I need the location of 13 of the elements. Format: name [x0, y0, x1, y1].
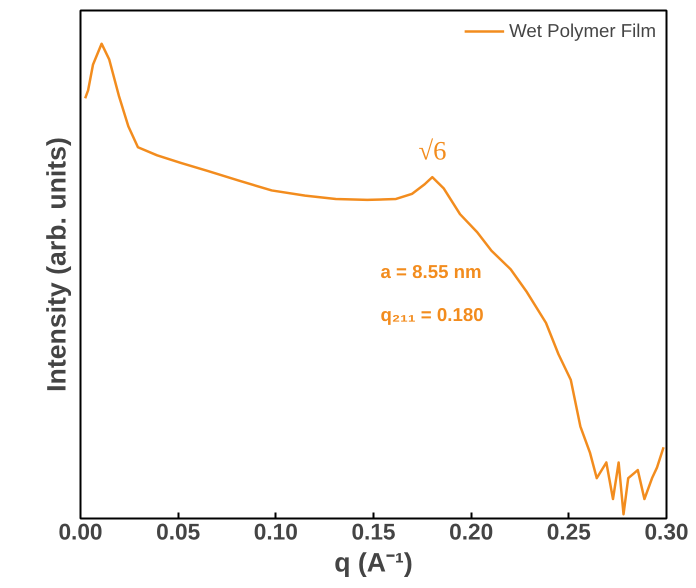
annotation: √6 — [418, 136, 446, 166]
annotation: a = 8.55 nm — [380, 261, 482, 282]
x-tick-label: 0.00 — [58, 518, 103, 544]
y-axis-title: Intensity (arb. units) — [42, 137, 72, 392]
x-tick-label: 0.25 — [546, 518, 591, 544]
x-tick-label: 0.30 — [644, 518, 689, 544]
x-tick-label: 0.20 — [449, 518, 494, 544]
x-tick-label: 0.05 — [156, 518, 200, 544]
x-tick-label: 0.10 — [254, 518, 298, 544]
annotation: q₂₁₁ = 0.180 — [380, 304, 484, 325]
legend-label: Wet Polymer Film — [509, 20, 656, 42]
x-axis-title: q (A⁻¹) — [334, 548, 413, 578]
x-tick-label: 0.15 — [351, 518, 396, 544]
